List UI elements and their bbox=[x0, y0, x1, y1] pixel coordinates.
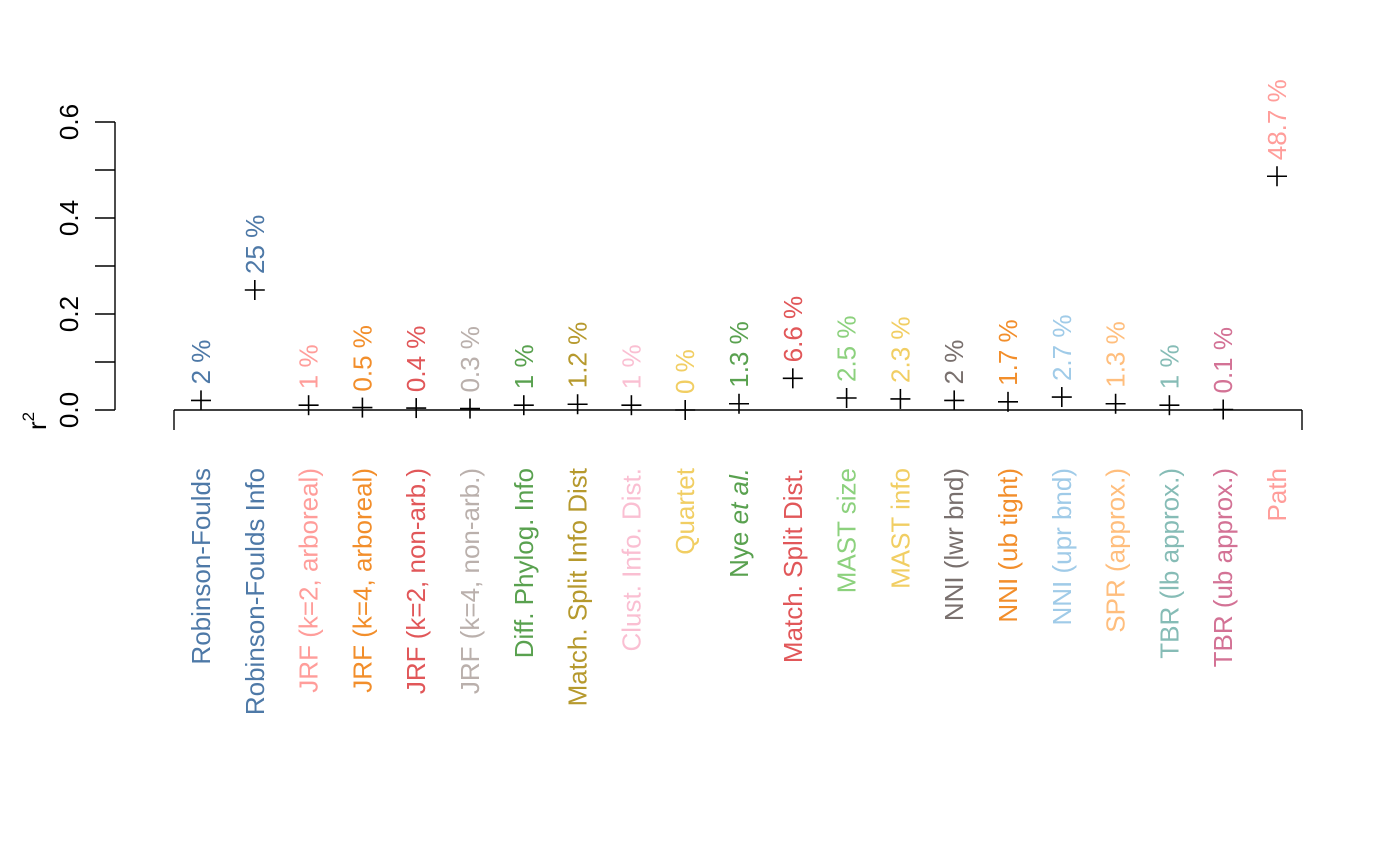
category-label: Nye et al. bbox=[724, 468, 754, 578]
data-point bbox=[352, 397, 373, 418]
y-axis-label: r2 bbox=[19, 412, 52, 430]
y-tick-label: 0.4 bbox=[54, 200, 84, 236]
category-label: Diff. Phylog. Info bbox=[509, 468, 539, 658]
value-label: 0.4 % bbox=[401, 326, 431, 393]
category-label: JRF (k=2, arboreal) bbox=[294, 468, 324, 693]
value-labels: 2 % 25 % 1 % 0.5 % 0.4 % 0.3 % 1 % 1.2 % 1 % 0 % 1… bbox=[186, 79, 1292, 394]
x-axis bbox=[173, 409, 1303, 430]
category-label: MAST size bbox=[832, 468, 862, 593]
value-label: 2.5 % bbox=[832, 316, 862, 383]
category-label: JRF (k=2, non-arb.) bbox=[401, 468, 431, 694]
category-label: MAST info bbox=[885, 468, 915, 589]
data-point bbox=[1159, 395, 1180, 416]
data-point bbox=[406, 398, 427, 419]
data-point bbox=[621, 395, 642, 416]
data-point bbox=[998, 391, 1018, 412]
data-point bbox=[944, 390, 965, 411]
value-label: 1 % bbox=[294, 344, 324, 389]
category-label: Clust. Info. Dist. bbox=[616, 468, 646, 652]
data-point bbox=[1051, 387, 1072, 408]
value-label: 1.3 % bbox=[1101, 321, 1131, 388]
category-label: Path bbox=[1262, 468, 1292, 522]
category-label: Match. Split Dist. bbox=[778, 468, 808, 663]
y-tick-label: 0.6 bbox=[54, 104, 84, 140]
value-label: 1.7 % bbox=[993, 319, 1023, 386]
category-label: SPR (approx.) bbox=[1101, 468, 1131, 633]
value-label: 1 % bbox=[616, 344, 646, 389]
value-label: 1 % bbox=[509, 344, 539, 389]
category-label: JRF (k=4, arboreal) bbox=[347, 468, 377, 693]
data-point bbox=[782, 368, 803, 389]
data-point bbox=[460, 398, 480, 419]
data-point bbox=[836, 388, 857, 408]
category-label: Robinson-Foulds Info bbox=[240, 468, 270, 715]
y-axis-title: r2 bbox=[19, 412, 52, 430]
value-label: 0.1 % bbox=[1208, 327, 1238, 394]
data-point bbox=[729, 393, 749, 414]
data-point bbox=[1105, 393, 1126, 414]
data-point bbox=[244, 280, 265, 300]
category-label: Robinson-Foulds bbox=[186, 468, 216, 665]
category-label: NNI (lwr bnd) bbox=[939, 468, 969, 621]
value-label: 2 % bbox=[939, 340, 969, 385]
data-point bbox=[1213, 399, 1234, 420]
y-tick-label: 0.0 bbox=[54, 392, 84, 428]
value-label: 2 % bbox=[186, 340, 216, 385]
data-point bbox=[890, 388, 911, 409]
value-label: 2.7 % bbox=[1047, 315, 1077, 382]
data-point bbox=[1267, 166, 1287, 187]
value-label: 6.6 % bbox=[778, 296, 808, 363]
y-axis: 0.0 0.2 0.4 0.6 bbox=[54, 104, 116, 428]
category-label: TBR (lb approx.) bbox=[1154, 468, 1184, 659]
category-label: JRF (k=4, non-arb.) bbox=[455, 468, 485, 694]
data-point bbox=[298, 395, 319, 416]
data-point bbox=[675, 400, 696, 420]
value-label: 1 % bbox=[1154, 344, 1184, 389]
data-point bbox=[191, 390, 211, 411]
value-label: 1.2 % bbox=[563, 322, 593, 389]
value-label: 2.3 % bbox=[885, 316, 915, 383]
y-tick-label: 0.2 bbox=[54, 296, 84, 332]
value-label: 48.7 % bbox=[1262, 79, 1292, 160]
category-label: Quartet bbox=[670, 467, 700, 554]
data-point bbox=[513, 395, 534, 416]
value-label: 1.3 % bbox=[724, 321, 754, 388]
category-label: NNI (upr bnd) bbox=[1047, 468, 1077, 626]
value-label: 0.5 % bbox=[347, 325, 377, 392]
data-points bbox=[191, 166, 1287, 420]
value-label: 25 % bbox=[240, 215, 270, 274]
value-label: 0 % bbox=[670, 349, 700, 394]
category-labels: Robinson-Foulds Robinson-Foulds Info JRF (… bbox=[186, 467, 1292, 715]
category-label: TBR (ub approx.) bbox=[1208, 468, 1238, 667]
category-label: Match. Split Info Dist bbox=[563, 467, 593, 706]
data-point bbox=[567, 394, 588, 415]
category-label: NNI (ub tight) bbox=[993, 468, 1023, 623]
value-label: 0.3 % bbox=[455, 326, 485, 393]
